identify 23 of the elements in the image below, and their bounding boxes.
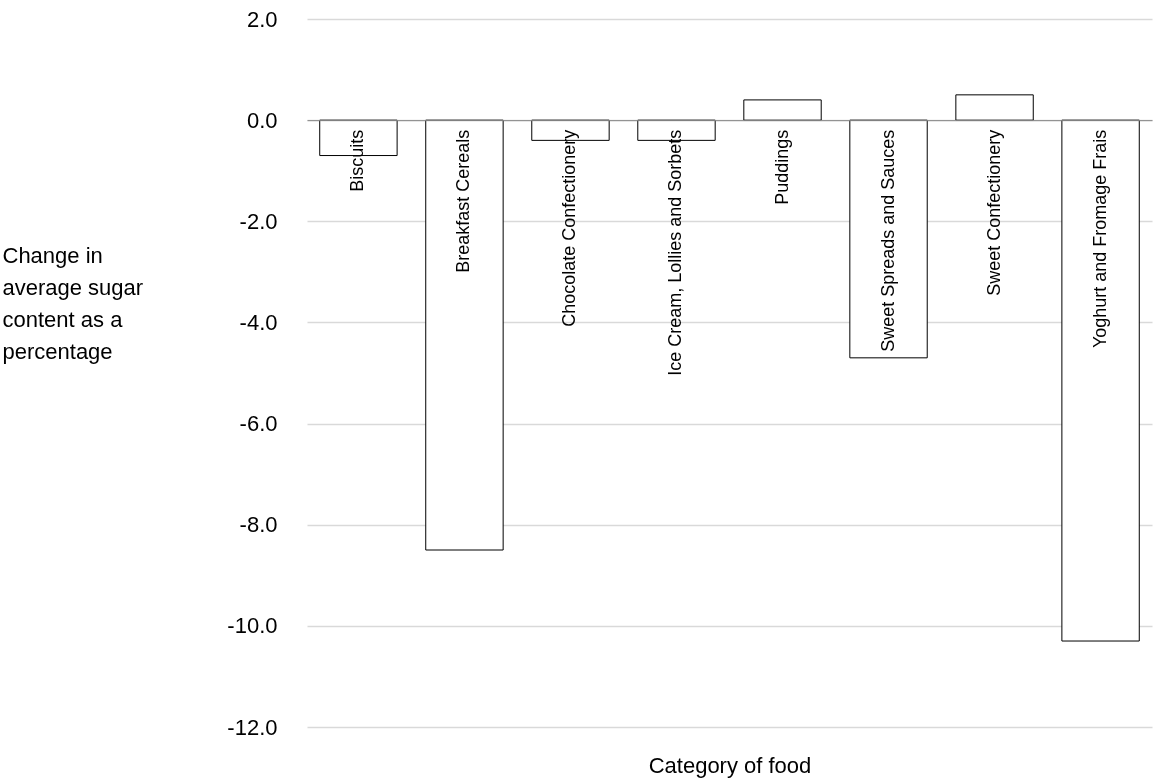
y-tick-label: -6.0 [239,411,278,437]
y-tick-label: 2.0 [246,6,278,32]
x-tick-label: Biscuits [347,129,368,192]
y-tick-label: -10.0 [227,613,278,639]
y-tick-label: -2.0 [239,208,278,234]
bar [1061,119,1140,642]
bar [849,119,928,359]
bar [743,99,822,121]
x-tick-label: Breakfast Cereals [453,129,474,273]
bar [425,119,504,551]
y-tick-label: -12.0 [227,714,278,740]
x-tick-label: Sweet Confectionery [983,129,1004,296]
y-tick-label: -4.0 [239,309,278,335]
x-tick-label: Puddings [771,129,792,205]
x-tick-label: Chocolate Confectionery [559,129,580,327]
x-axis-title: Category of food [648,752,812,778]
y-axis-title: Change in average sugar content as a percentage [2,242,144,364]
y-tick-label: 0.0 [246,107,278,133]
bar [955,94,1034,121]
x-tick-label: Ice Cream, Lollies and Sorbets [665,129,686,376]
x-tick-label: Sweet Spreads and Sauces [877,129,898,352]
y-tick-label: -8.0 [239,512,278,538]
x-tick-label: Yoghurt and Fromage Frais [1089,129,1110,349]
